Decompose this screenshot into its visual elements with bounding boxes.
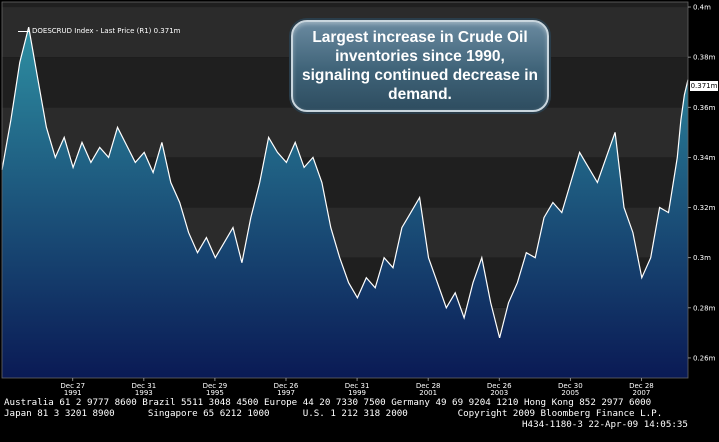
x-tick-year: 2005: [561, 389, 579, 395]
legend: DOESCRUD Index - Last Price (R1) 0.371m: [18, 27, 180, 35]
y-tick-label: 0.26m: [693, 354, 716, 362]
x-tick-label: Dec 26: [487, 382, 512, 390]
y-tick-label: 0.32m: [693, 204, 716, 212]
x-tick-year: 2001: [419, 389, 437, 395]
plot-border: [1, 1, 689, 379]
y-tick-label: 0.38m: [693, 54, 716, 62]
y-tick-label: 0.3m: [693, 254, 711, 262]
x-tick-year: 2007: [633, 389, 651, 395]
x-tick-year: 1995: [206, 389, 224, 395]
x-tick-label: Dec 30: [558, 382, 583, 390]
x-tick-year: 2003: [490, 389, 508, 395]
chart-frame: 0.26m 0.28m 0.3m 0.32m 0.34m 0.36m 0.38m 0.4m D…: [1, 1, 718, 395]
y-tick-label: 0.36m: [693, 104, 716, 112]
legend-text: DOESCRUD Index - Last Price (R1) 0.371m: [32, 27, 181, 35]
x-tick-label: Dec 31: [131, 382, 156, 390]
y-tick-label: 0.28m: [693, 304, 716, 312]
annotation-callout: Largest increase in Crude Oil inventorie…: [291, 20, 549, 112]
last-price-tag: 0.371m: [690, 81, 718, 91]
x-tick-year: 1997: [277, 389, 295, 395]
y-tick-label: 0.4m: [693, 4, 711, 12]
x-tick-year: 1993: [135, 389, 153, 395]
callout-text: Largest increase in Crude Oil inventorie…: [302, 29, 538, 103]
series-area: [2, 27, 688, 378]
x-tick-label: Dec 29: [203, 382, 228, 390]
legend-swatch: [18, 30, 30, 32]
background-band: [2, 107, 688, 158]
x-tick-year: 1991: [64, 389, 82, 395]
area-layer: [1, 1, 689, 379]
footer: Australia 61 2 9777 8600 Brazil 5511 304…: [0, 396, 719, 442]
x-tick-label: Dec 31: [345, 382, 370, 390]
footer-contacts-line-1: Australia 61 2 9777 8600 Brazil 5511 304…: [4, 397, 652, 408]
footer-contacts-line-2: Japan 81 3 3201 8900 Singapore 65 6212 1…: [4, 408, 663, 419]
x-tick-year: 1999: [348, 389, 366, 395]
y-axis: 0.26m 0.28m 0.3m 0.32m 0.34m 0.36m 0.38m 0.4m: [688, 4, 716, 362]
x-tick-label: Dec 27: [60, 382, 85, 390]
footer-timestamp: H434-1180-3 22-Apr-09 14:05:35: [522, 419, 688, 430]
x-tick-label: Dec 28: [416, 382, 441, 390]
area-chart: 0.26m 0.28m 0.3m 0.32m 0.34m 0.36m 0.38m 0.4m D…: [1, 1, 716, 395]
y-tick-label: 0.34m: [693, 154, 716, 162]
x-tick-label: Dec 28: [629, 382, 654, 390]
x-tick-label: Dec 26: [274, 382, 299, 390]
series-line: [1, 26, 689, 339]
background-band: [2, 2, 688, 8]
